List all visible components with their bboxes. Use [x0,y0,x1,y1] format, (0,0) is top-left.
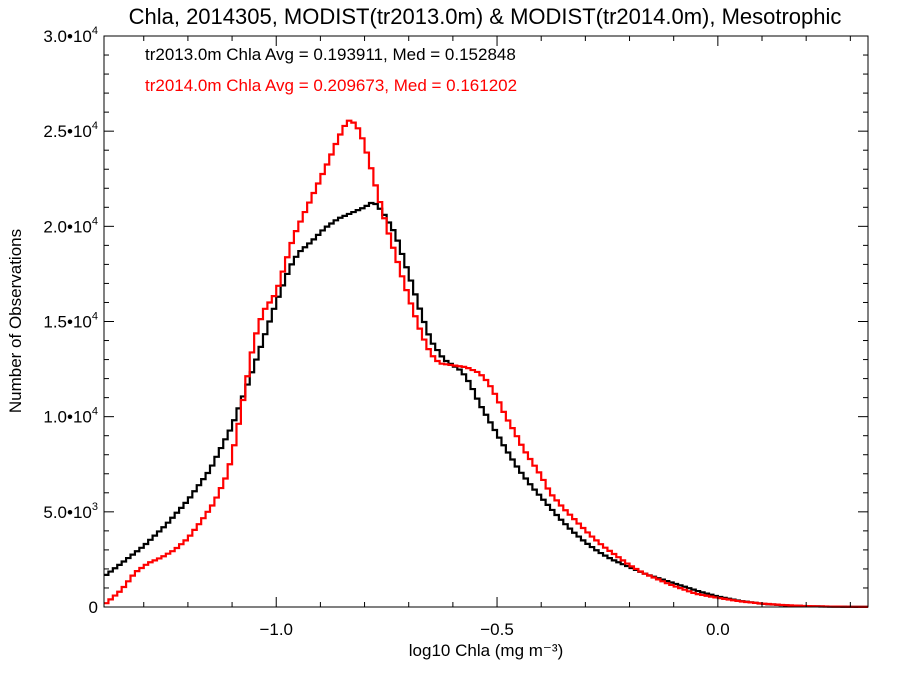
y-tick-label: 1.0•104 [43,406,98,427]
y-tick-label: 0 [89,598,98,617]
stats-annotations: tr2013.0m Chla Avg = 0.193911, Med = 0.1… [145,45,517,95]
series-2-histogram [104,119,868,608]
x-tick-label: 0.0 [706,620,730,639]
x-tick-label: −0.5 [480,620,514,639]
x-axis-label: log10 Chla (mg m⁻³) [409,641,563,660]
y-axis: 0 5.0•103 1.0•104 1.5•104 2.0•104 2.5•104 3.0•… [43,25,868,617]
chart-title: Chla, 2014305, MODIST(tr2013.0m) & MODIS… [129,4,842,29]
series-1-histogram [104,201,868,608]
y-tick-label: 1.5•104 [43,311,98,332]
y-axis-label: Number of Observations [6,229,25,413]
series-layer [104,119,868,608]
y-tick-label: 5.0•103 [43,501,98,522]
plot-frame [103,35,869,608]
y-tick-label: 2.5•104 [43,120,98,141]
annotation-series-1: tr2013.0m Chla Avg = 0.193911, Med = 0.1… [145,45,516,64]
annotation-series-2: tr2014.0m Chla Avg = 0.209673, Med = 0.1… [145,76,517,95]
y-tick-label: 3.0•104 [43,25,98,46]
y-tick-label: 2.0•104 [43,215,98,236]
x-tick-label: −1.0 [259,620,293,639]
x-axis: −1.0 −0.5 0.0 [143,36,851,639]
